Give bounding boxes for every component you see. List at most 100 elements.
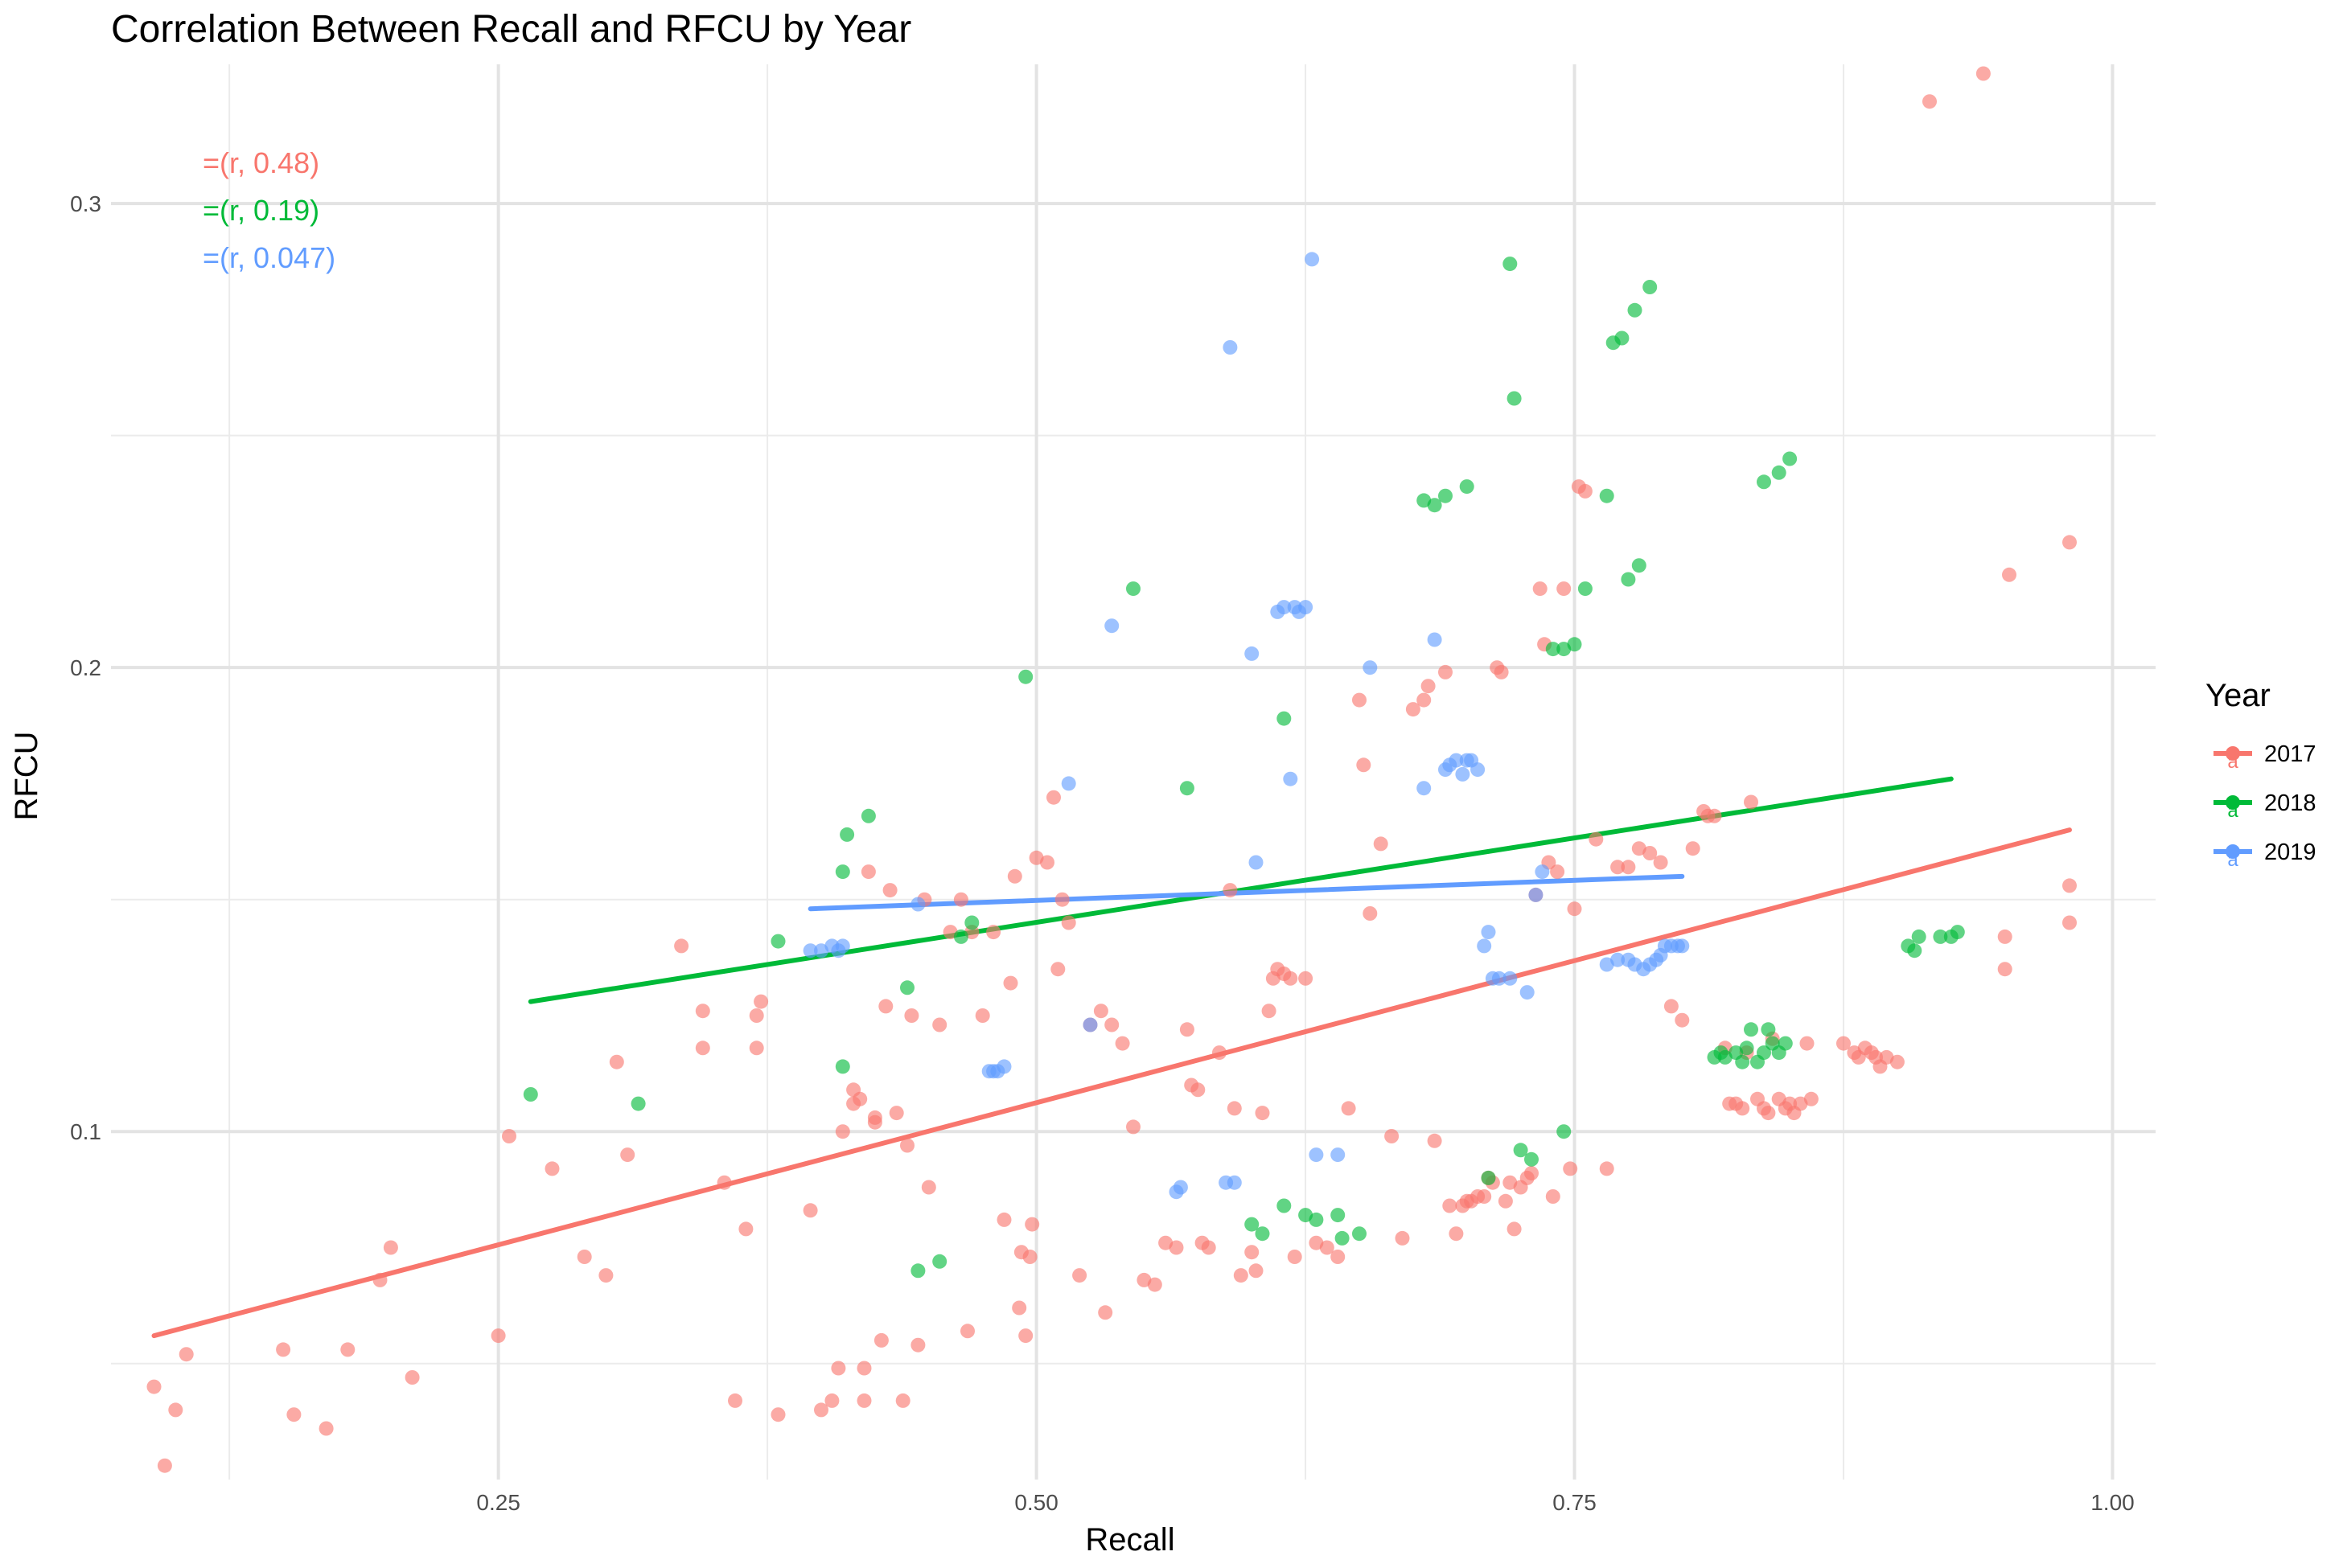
point-2018 [1621,572,1636,587]
point-2018 [1744,1022,1758,1037]
point-2018 [1255,1226,1270,1242]
point-2017 [889,1106,904,1121]
point-2017 [383,1240,398,1255]
point-2017 [2062,878,2077,893]
point-2017 [1507,1221,1522,1237]
chart-title: Correlation Between Recall and RFCU by Y… [111,8,911,51]
series-2017-points [146,66,2077,1473]
legend-key-letter: a [2227,751,2238,773]
point-2017 [1550,864,1565,880]
point-2018 [1599,488,1614,503]
point-2018 [1933,929,1948,944]
point-2017 [545,1161,560,1176]
point-2017 [1427,1133,1442,1148]
trend-line-2017 [151,827,2072,1339]
point-2018 [835,864,850,880]
point-2017 [749,1008,764,1023]
point-2017 [921,1180,936,1195]
point-2017 [738,1221,754,1237]
point-2017 [1341,1101,1356,1116]
point-2017 [1201,1240,1216,1255]
point-2017 [867,1114,882,1130]
point-2017 [372,1272,388,1287]
point-2017 [1477,1189,1492,1204]
point-2017 [835,1124,850,1139]
point-2017 [2062,915,2077,930]
x-tick-label: 0.25 [476,1490,520,1515]
point-2017 [340,1342,356,1357]
point-2018 [1244,1217,1260,1232]
point-2018 [861,808,876,823]
point-2017 [1997,929,2012,944]
point-2018 [1427,498,1442,513]
point-2019 [1519,985,1535,1000]
point-2017 [1761,1106,1776,1121]
point-2017 [1524,1166,1539,1181]
point-2017 [1356,757,1371,773]
point-2019 [1675,938,1690,954]
point-2017 [904,1008,919,1023]
point-2017 [1025,1217,1040,1232]
data-points [146,66,2077,1473]
legend-key-point [2226,746,2240,761]
point-2017 [577,1250,592,1264]
point-2017 [179,1347,194,1362]
point-2018 [1309,1212,1324,1227]
point-2019 [803,943,818,958]
point-2017 [695,1041,710,1056]
point-2017 [1532,581,1548,597]
point-2017 [1093,1004,1108,1019]
point-2019 [1248,855,1264,870]
point-2018 [1911,929,1926,944]
point-2019 [1535,864,1550,880]
legend-item-2019: a 2019 [2214,839,2316,871]
point-2019 [1283,771,1298,786]
point-2017 [1599,1161,1614,1176]
point-2017 [1735,1101,1750,1116]
point-2018 [1545,642,1560,657]
point-2017 [1352,692,1367,708]
point-2019 [1244,646,1260,661]
point-2017 [1653,855,1668,870]
point-2017 [853,1091,868,1106]
point-2019 [1455,766,1470,782]
point-2017 [1244,1245,1260,1260]
point-2017 [1072,1268,1087,1283]
point-2017 [1589,831,1604,847]
point-2017 [831,1361,846,1376]
point-2017 [1018,1328,1034,1344]
point-2017 [1663,999,1679,1014]
point-2018 [1438,488,1453,503]
point-2017 [620,1147,635,1163]
point-2018 [1567,637,1582,652]
point-2019 [1427,632,1442,647]
point-2018 [1334,1230,1350,1246]
point-2017 [1298,971,1313,986]
point-2019 [1061,776,1076,791]
point-2018 [1513,1143,1528,1158]
legend-label: 2018 [2264,790,2316,816]
point-2019 [1298,600,1313,615]
point-2017 [1363,906,1378,921]
point-2017 [2062,535,2077,550]
point-2017 [1545,1189,1560,1204]
point-2019 [1491,971,1507,986]
point-2018 [1481,1170,1496,1185]
point-2017 [1803,1091,1819,1106]
point-2018 [1778,1036,1793,1051]
correlation-label-2018: =(r, 0.19) [203,194,319,227]
point-2019 [1227,1175,1242,1190]
point-2018 [1761,1022,1776,1037]
correlation-annotations: =(r, 0.48) =(r, 0.19) =(r, 0.047) [203,146,335,274]
point-2018 [1179,781,1194,796]
point-2018 [1459,479,1474,495]
point-2019 [1528,887,1544,902]
point-2018 [840,827,855,842]
point-2017 [1675,1012,1690,1028]
y-tick-label: 0.1 [70,1119,101,1144]
point-2018 [900,980,915,995]
point-2018 [932,1254,947,1269]
point-2017 [502,1129,516,1143]
point-2017 [1169,1240,1184,1255]
point-2019 [1083,1017,1098,1032]
